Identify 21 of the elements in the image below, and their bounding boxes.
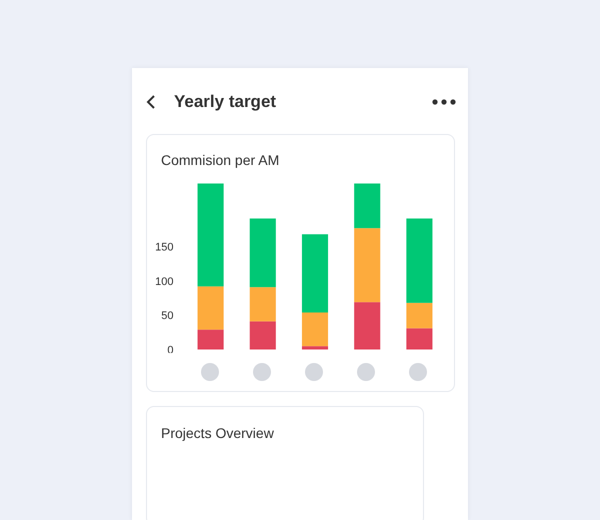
bar	[302, 346, 328, 350]
text: Projects Overview	[146, 406, 424, 520]
bar	[354, 302, 380, 350]
bar	[354, 228, 380, 302]
bar	[354, 184, 380, 228]
bar	[302, 234, 328, 312]
chart-title: Commision per AM	[161, 151, 280, 170]
y-tick-label: 150	[155, 242, 174, 254]
bar	[250, 321, 276, 350]
bar	[406, 328, 432, 350]
bar	[406, 302, 432, 328]
y-tick-label: 100	[155, 276, 174, 288]
bar	[198, 286, 224, 330]
bar	[198, 330, 224, 350]
bar	[406, 218, 432, 303]
bar	[198, 184, 224, 286]
bar	[250, 287, 276, 322]
bar	[302, 312, 328, 346]
bar	[250, 218, 276, 288]
text: Yearly target	[174, 91, 278, 113]
y-tick-label: 50	[161, 310, 174, 322]
